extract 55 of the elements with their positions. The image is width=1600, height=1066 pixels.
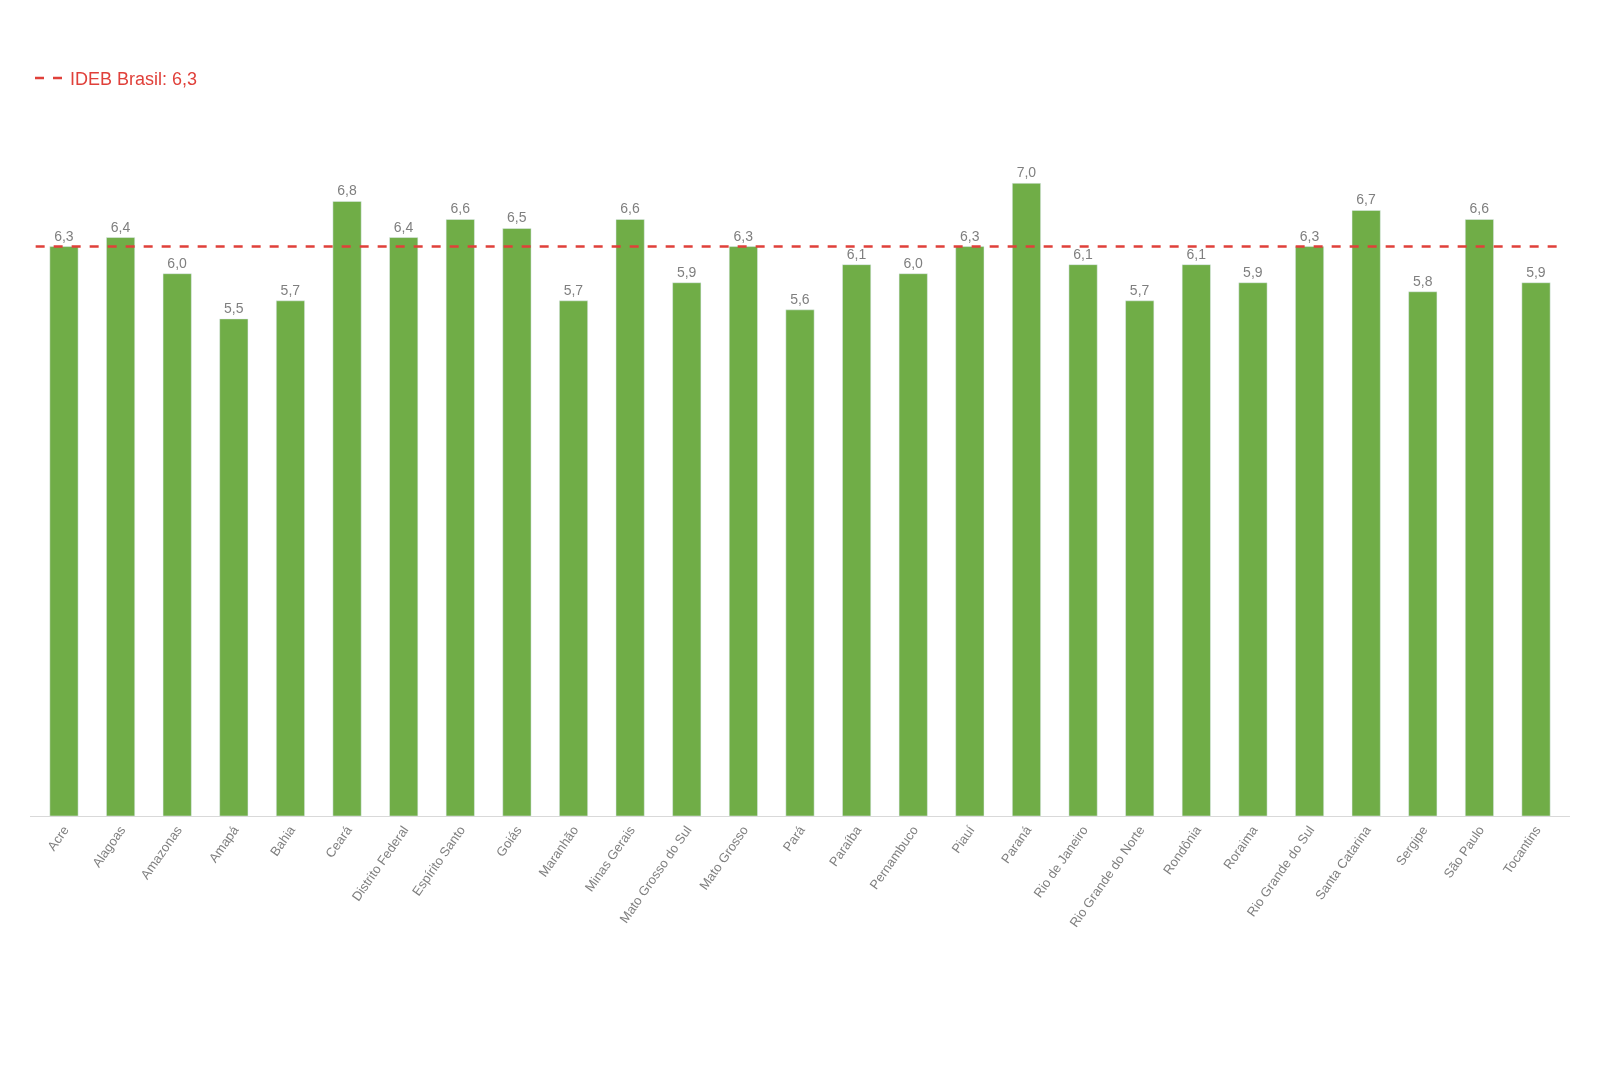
data-label: 5,5 bbox=[223, 299, 244, 316]
bar bbox=[219, 318, 249, 816]
data-label: 5,9 bbox=[1526, 263, 1546, 280]
bar bbox=[1408, 291, 1438, 816]
data-label: 6,3 bbox=[960, 227, 980, 244]
bar bbox=[1295, 246, 1324, 816]
data-label: 6,6 bbox=[620, 200, 640, 217]
data-label: 5,8 bbox=[1412, 272, 1433, 289]
bar bbox=[332, 201, 362, 816]
bar bbox=[1521, 282, 1551, 816]
data-label: 5,7 bbox=[1129, 281, 1150, 298]
data-label: 5,9 bbox=[676, 263, 697, 280]
bar bbox=[672, 282, 702, 816]
data-label: 6,1 bbox=[846, 245, 867, 262]
data-label: 6,4 bbox=[110, 218, 131, 235]
data-label: 5,6 bbox=[790, 290, 810, 307]
data-label: 6,0 bbox=[903, 254, 924, 271]
bar bbox=[1125, 300, 1155, 816]
data-label: 5,9 bbox=[1243, 263, 1263, 280]
data-label: 6,3 bbox=[54, 227, 74, 244]
bar bbox=[785, 309, 815, 816]
bar bbox=[1238, 282, 1268, 816]
data-label: 5,7 bbox=[563, 281, 584, 298]
bar bbox=[445, 219, 475, 816]
bar bbox=[898, 273, 928, 816]
bar bbox=[162, 273, 192, 816]
bar bbox=[615, 219, 645, 816]
bar bbox=[1181, 264, 1211, 816]
data-label: 6,3 bbox=[1299, 227, 1320, 244]
bar bbox=[106, 237, 135, 816]
bar bbox=[1012, 183, 1041, 816]
data-label: 6,7 bbox=[1356, 191, 1377, 208]
bar bbox=[842, 264, 872, 816]
data-label: 6,6 bbox=[1469, 200, 1490, 217]
data-label: 6,5 bbox=[507, 209, 527, 226]
data-label: 7,0 bbox=[1016, 164, 1037, 181]
data-label: 6,8 bbox=[337, 182, 357, 199]
bar bbox=[1068, 264, 1098, 816]
bar bbox=[49, 246, 79, 816]
data-label: 6,0 bbox=[167, 254, 188, 271]
data-label: 5,7 bbox=[280, 281, 301, 298]
bar bbox=[276, 300, 305, 816]
data-label: 6,1 bbox=[1073, 245, 1093, 262]
data-label: 6,1 bbox=[1186, 245, 1207, 262]
bar bbox=[1465, 219, 1494, 816]
data-label: 6,3 bbox=[733, 227, 754, 244]
bar bbox=[559, 300, 588, 816]
bar bbox=[728, 246, 758, 816]
legend-label: IDEB Brasil: 6,3 bbox=[70, 68, 198, 89]
data-label: 6,4 bbox=[393, 218, 414, 235]
bar bbox=[502, 228, 532, 816]
bar bbox=[389, 237, 419, 816]
bar bbox=[955, 246, 985, 816]
bar bbox=[1351, 210, 1381, 816]
data-label: 6,6 bbox=[450, 200, 471, 217]
